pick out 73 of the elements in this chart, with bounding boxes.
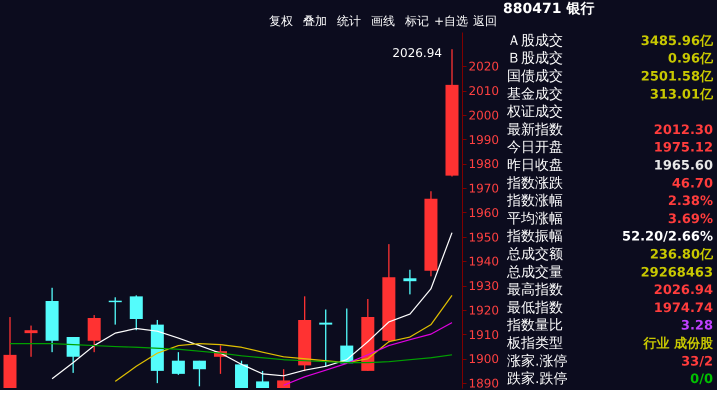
text: 标记 [404,14,429,28]
text: 2026.94 [654,283,713,298]
category-label: 平均涨幅 [507,210,563,227]
candlestick [88,314,101,353]
y-tick-label: 1990 [468,132,500,147]
candlestick [235,360,248,388]
y-tick-label: 1970 [468,182,500,196]
y-tick-label: 1950 [468,230,500,244]
text: 2.38% [668,194,713,210]
text: 3485.96亿 [640,34,713,49]
candlestick [66,336,80,374]
category-label: 指数振幅 [506,228,563,245]
text: 2012.30 [654,122,713,138]
text: 行业 成份股 [643,336,713,352]
category-label: 基金成交 [507,86,563,102]
candlestick [108,296,122,326]
category-label: 昨日收盘 [507,158,563,174]
category-label: 总成交额 [506,246,563,262]
category-label: 国债成交 [507,68,563,84]
candlestick [192,360,206,387]
category-label: 最新指数 [507,122,563,138]
text: 880471 银行 [503,1,594,17]
category-label: Ｂ股成交 [507,50,563,67]
y-tick-label: 2020 [468,60,500,74]
candlestick [172,352,185,376]
category-label: 最低指数 [507,300,563,316]
y-tick-label: 1960 [468,206,500,220]
candlestick [319,308,332,367]
category-label: 指数量比 [506,318,563,334]
text: +自选 [434,14,468,28]
category-label: 指数涨跌 [506,175,563,192]
candlestick [256,370,270,388]
text: 1975.12 [654,140,713,156]
text: 0/0 [690,372,713,388]
y-tick-label: 1930 [468,279,500,294]
category-label: 最高指数 [507,282,563,298]
text: 画线 [371,14,395,28]
text: 3.69% [668,212,713,227]
y-tick-label: 1890 [468,376,500,391]
y-tick-label: 1940 [468,254,500,269]
category-label: Ａ股成交 [507,32,563,49]
candlestick [24,324,38,358]
text: 313.01亿 [650,87,713,102]
annotation: 2026.94 [392,46,442,60]
category-label: 权证成交 [506,104,563,120]
text: 返回 [473,14,497,28]
y-tick-label: 1920 [468,303,500,318]
category-label: 指数涨幅 [506,193,563,210]
category-label: 跌家.跌停 [507,371,568,388]
text: 1974.74 [654,300,713,316]
category-label: 总成交量 [506,264,563,280]
text: 33/2 [681,354,713,370]
text: 46.70 [672,176,713,192]
y-tick-label: 1910 [468,328,500,342]
y-tick-label: 1980 [468,157,500,172]
y-tick-label: 1900 [468,352,500,366]
line-series [114,294,453,382]
text: 1965.60 [654,158,713,174]
y-tick-label: 2010 [468,84,500,98]
text: 29268463 [640,265,713,280]
category-label: 板指类型 [506,336,563,352]
y-tick-label: 2000 [468,108,500,122]
text: 236.80亿 [650,248,713,262]
text: 复权 [269,14,293,28]
category-label: 涨家.涨停 [507,353,568,370]
text: 52.20/2.66% [622,230,713,245]
text: 统计 [337,14,361,28]
text: 2501.58亿 [640,70,713,84]
text: 3.28 [680,318,713,334]
category-label: 今日开盘 [507,140,563,156]
candlestick [130,294,143,331]
text: 叠加 [303,14,327,28]
text: 0.96亿 [668,52,713,67]
